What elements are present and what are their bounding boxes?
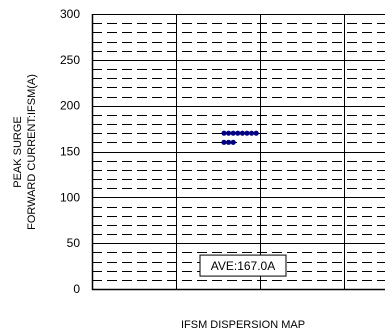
y-tick-labels: 0 50 100 150 200 250 300 [60, 7, 80, 296]
axes [91, 14, 385, 291]
minor-gridlines [92, 23, 385, 281]
data-point [249, 130, 255, 136]
average-label: AVE:167.0A [211, 259, 276, 273]
data-point [253, 130, 259, 136]
data-point [235, 130, 241, 136]
y-tick-label: 100 [60, 190, 80, 204]
y-axis-title-line1: PEAK SURGE [12, 116, 24, 188]
data-point [221, 130, 227, 136]
data-point [226, 130, 232, 136]
data-point [244, 130, 250, 136]
data-point [230, 139, 236, 145]
y-tick-label: 250 [60, 53, 80, 67]
vertical-gridlines [176, 14, 345, 289]
annotation-box-frame [199, 254, 287, 277]
data-point [226, 139, 232, 145]
data-point [230, 130, 236, 136]
y-tick-label: 50 [67, 236, 81, 250]
y-tick-label: 200 [60, 99, 80, 113]
y-tick-label: 0 [73, 282, 80, 296]
data-point [239, 130, 245, 136]
data-point [221, 139, 227, 145]
data-points [221, 130, 259, 145]
annotation-box: AVE:167.0A [199, 254, 287, 277]
x-axis-caption: IFSM DISPERSION MAP [181, 319, 305, 331]
plot-background [92, 14, 385, 289]
y-tick-label: 150 [60, 145, 80, 159]
y-axis-title-line2: FORWARD CURRENT:IFSM(A) [26, 74, 38, 230]
y-tick-label: 300 [60, 7, 80, 21]
major-gridlines [92, 14, 385, 244]
